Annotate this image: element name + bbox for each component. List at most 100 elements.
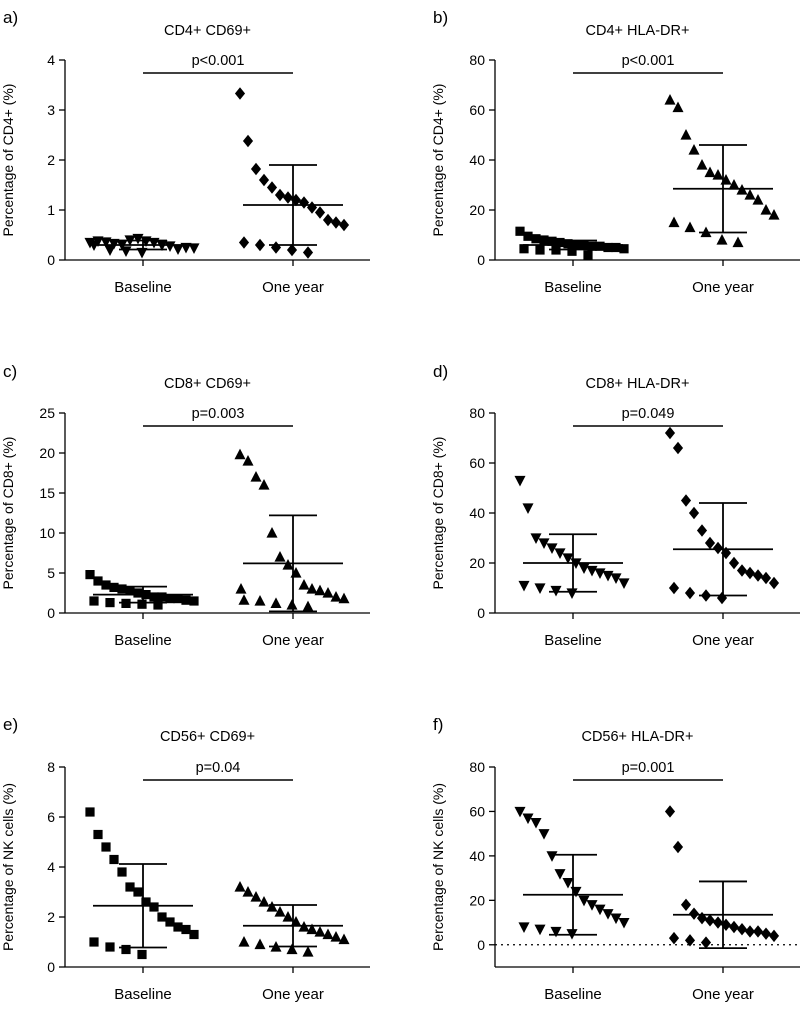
data-point [274, 551, 286, 562]
data-point [270, 241, 282, 254]
data-point [684, 934, 696, 947]
y-tick-label: 15 [39, 485, 55, 501]
data-point [238, 936, 250, 947]
data-point [535, 245, 545, 255]
panel-title: CD56+ CD69+ [160, 729, 255, 745]
data-point [602, 909, 614, 920]
y-axis-label: Percentage of CD8+ (%) [0, 437, 16, 590]
data-point [242, 886, 254, 897]
y-tick-label: 0 [47, 252, 55, 268]
data-point [720, 918, 732, 931]
data-point [314, 584, 326, 596]
data-point [566, 588, 578, 599]
data-point [594, 568, 606, 579]
data-point [173, 922, 183, 932]
p-value-label: p<0.001 [192, 53, 245, 69]
data-point [664, 805, 676, 818]
data-point [172, 244, 184, 255]
data-point [515, 226, 525, 236]
x-tick-label: Baseline [544, 279, 602, 296]
data-point [567, 246, 577, 256]
data-point [254, 595, 266, 606]
panel-label: b) [433, 8, 448, 27]
data-point [562, 877, 574, 889]
data-point [189, 596, 199, 606]
data-point [117, 867, 127, 877]
panel-e: e) CD56+ CD69+ 0 2 4 6 8 Baseline One year Percen… [0, 715, 370, 1003]
y-tick-label: 20 [469, 202, 485, 218]
y-axis-label: Percentage of NK cells (%) [0, 783, 16, 951]
data-point [136, 247, 148, 259]
data-point [530, 533, 542, 544]
data-point [238, 236, 250, 249]
data-point [250, 891, 262, 902]
data-point [744, 925, 756, 938]
data-point [254, 938, 266, 950]
data-point [668, 931, 680, 945]
data-point [680, 494, 692, 507]
y-tick-label: 60 [469, 803, 485, 819]
data-point [306, 583, 318, 594]
y-tick-label: 40 [469, 152, 485, 168]
data-point [684, 221, 696, 233]
series-baseline [515, 226, 629, 260]
y-tick-label: 20 [469, 892, 485, 908]
y-tick-label: 10 [39, 525, 55, 541]
data-point [578, 563, 590, 574]
data-point [684, 586, 696, 600]
data-point [157, 912, 167, 922]
data-point [322, 213, 334, 227]
data-point [101, 580, 111, 590]
data-point [587, 241, 597, 251]
p-value-label: p<0.001 [622, 53, 675, 69]
data-point [282, 191, 294, 204]
series-one-year [234, 87, 350, 259]
data-point [266, 901, 278, 912]
p-value-label: p=0.049 [622, 406, 675, 422]
panel-title: CD8+ CD69+ [164, 376, 251, 392]
p-value-label: p=0.001 [622, 760, 675, 776]
data-point [302, 246, 314, 259]
data-point [105, 942, 115, 952]
y-tick-label: 20 [39, 445, 55, 461]
data-point [85, 570, 95, 580]
data-point [298, 579, 310, 590]
series-one-year [234, 881, 350, 957]
data-point [534, 924, 546, 936]
data-point [149, 592, 159, 602]
data-point [286, 943, 298, 955]
y-tick-label: 40 [469, 505, 485, 521]
data-point [89, 937, 99, 947]
data-point [664, 426, 676, 440]
data-point [728, 179, 740, 190]
x-tick-label: Baseline [544, 632, 602, 649]
data-point [338, 218, 350, 232]
data-point [137, 949, 147, 960]
data-point [330, 216, 342, 229]
data-point [594, 904, 606, 916]
data-point [85, 807, 95, 817]
y-axis-label: Percentage of CD8+ (%) [430, 437, 446, 590]
data-point [720, 546, 732, 560]
data-point [554, 869, 566, 880]
x-tick-label: One year [692, 632, 754, 649]
data-point [153, 600, 163, 610]
data-point [586, 900, 598, 911]
data-point [250, 162, 262, 176]
panel-label: f) [433, 715, 443, 734]
y-tick-label: 3 [47, 102, 55, 118]
y-tick-label: 25 [39, 405, 55, 421]
data-point [704, 166, 716, 178]
data-point [672, 101, 684, 113]
data-point [602, 570, 614, 582]
p-value-label: p=0.003 [192, 406, 245, 422]
data-point [586, 565, 598, 577]
data-point [610, 573, 622, 584]
data-point [752, 194, 764, 205]
data-point [554, 548, 566, 559]
data-point [538, 829, 550, 840]
data-point [121, 944, 131, 955]
data-point [306, 201, 318, 214]
data-point [234, 448, 246, 460]
data-point [234, 881, 246, 892]
